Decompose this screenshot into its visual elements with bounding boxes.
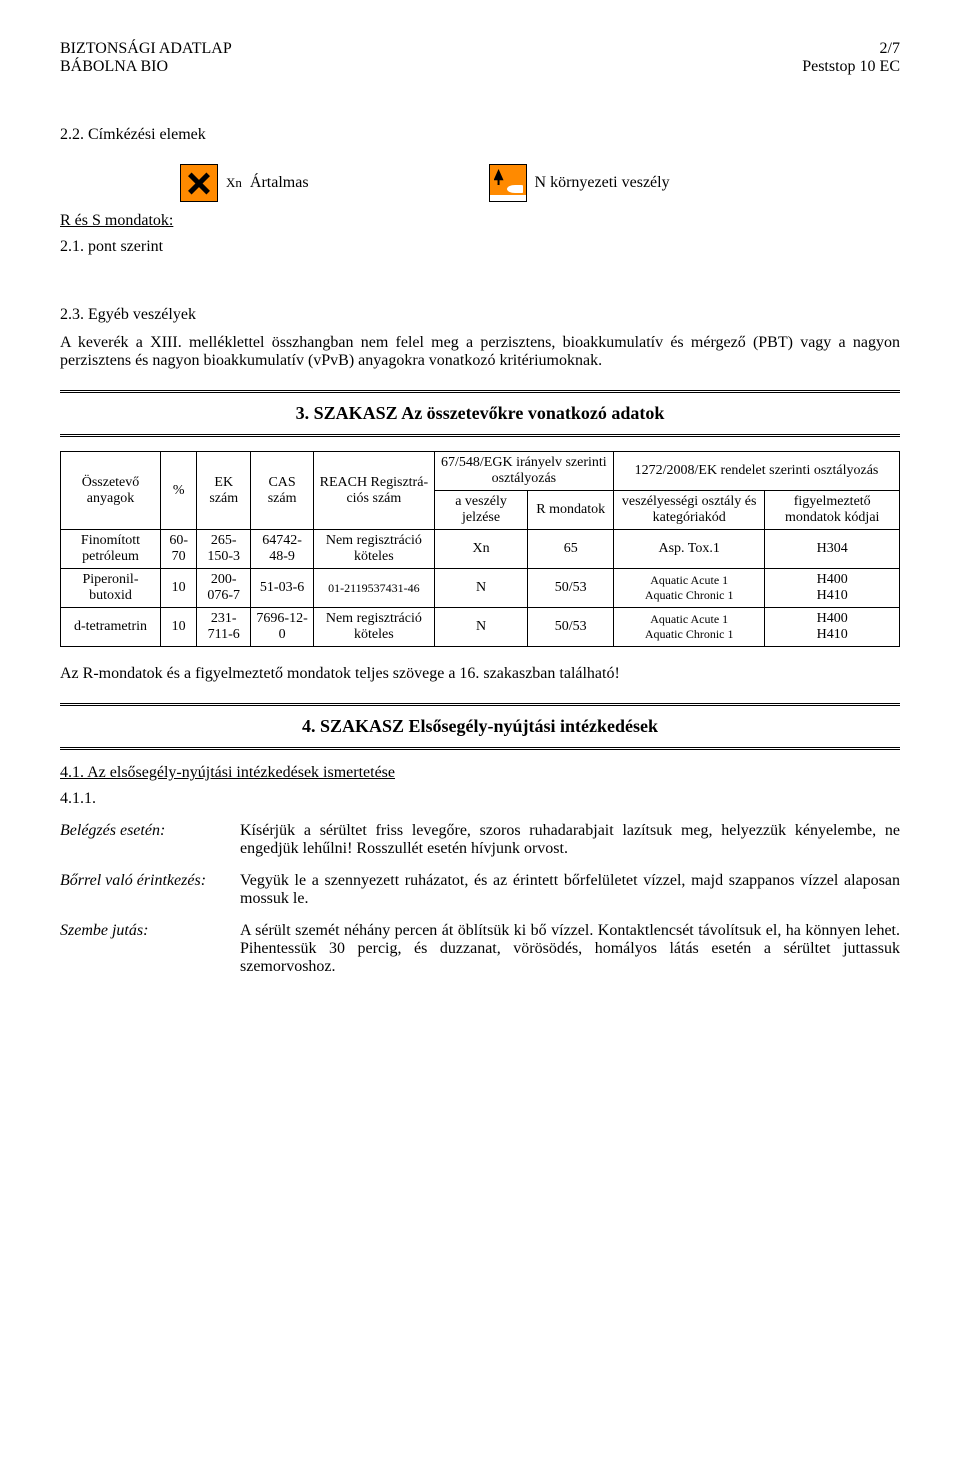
th-67548: 67/548/EGK irányelv szerinti osztályozás — [434, 452, 613, 491]
cell-name: Piperonil-butoxid — [61, 569, 161, 608]
header-left-2: BÁBOLNA BIO — [60, 58, 168, 76]
first-aid-block: Belégzés esetén: Kísérjük a sérültet fri… — [60, 822, 900, 976]
section-3-note: Az R-mondatok és a figyelmeztető mondato… — [60, 665, 900, 683]
divider-bottom-s3 — [60, 434, 900, 437]
section-4-title: 4. SZAKASZ Elsősegély-nyújtási intézkedé… — [60, 712, 900, 741]
cell-clp-class: Aquatic Acute 1 Aquatic Chronic 1 — [614, 608, 765, 647]
first-aid-row: Szembe jutás: A sérült szemét néhány per… — [60, 922, 900, 976]
environment-icon — [489, 164, 527, 202]
th-cas: CAS szám — [251, 452, 314, 530]
section-2-3-title: 2.3. Egyéb veszélyek — [60, 306, 900, 324]
cell-name: Finomított petróleum — [61, 530, 161, 569]
cell-pct: 10 — [160, 569, 196, 608]
cell-r: 65 — [528, 530, 614, 569]
table-head-row-1: Összetevő anyagok % EK szám CAS szám REA… — [61, 452, 900, 491]
cell-cas: 7696-12-0 — [251, 608, 314, 647]
cell-reach: Nem regisztráció köteles — [314, 530, 435, 569]
table-row: d-tetrametrin 10 231-711-6 7696-12-0 Nem… — [61, 608, 900, 647]
section-2-3-para: A keverék a XIII. melléklettel összhangb… — [60, 334, 900, 370]
th-1272: 1272/2008/EK rendelet szerinti osztályoz… — [614, 452, 900, 491]
pictogram-harmful-block: Xn Ártalmas — [180, 164, 309, 202]
header-line-1: BIZTONSÁGI ADATLAP 2/7 — [60, 40, 900, 58]
composition-tbody: Finomított petróleum 60-70 265-150-3 647… — [61, 530, 900, 647]
fa-label-skin: Bőrrel való érintkezés: — [60, 872, 240, 908]
header-line-2: BÁBOLNA BIO Peststop 10 EC — [60, 58, 900, 76]
cell-pct: 10 — [160, 608, 196, 647]
section-4-1-1-title: 4.1.1. — [60, 790, 900, 808]
pictogram-harmful-label: Ártalmas — [250, 174, 309, 192]
fa-text-skin: Vegyük le a szennyezett ruházatot, és az… — [240, 872, 900, 908]
cell-r: 50/53 — [528, 608, 614, 647]
cell-ek: 265-150-3 — [197, 530, 251, 569]
cell-clp-class: Aquatic Acute 1 Aquatic Chronic 1 — [614, 569, 765, 608]
rs-text: 2.1. pont szerint — [60, 238, 900, 256]
cell-ek: 231-711-6 — [197, 608, 251, 647]
th-hazard-sign: a veszély jelzése — [434, 491, 528, 530]
first-aid-row: Bőrrel való érintkezés: Vegyük le a szen… — [60, 872, 900, 908]
pictogram-harmful-sub: Xn — [226, 175, 242, 191]
section-3-title: 3. SZAKASZ Az összetevőkre vonatkozó ada… — [60, 399, 900, 428]
divider-bottom-s4 — [60, 747, 900, 750]
pictogram-env-label: N környezeti veszély — [535, 174, 670, 192]
table-row: Finomított petróleum 60-70 265-150-3 647… — [61, 530, 900, 569]
th-reach: REACH Regisztrá­ciós szám — [314, 452, 435, 530]
cell-clp-class: Asp. Tox.1 — [614, 530, 765, 569]
cell-ek: 200-076-7 — [197, 569, 251, 608]
th-percent: % — [160, 452, 196, 530]
section-4-title-text: 4. SZAKASZ Elsősegély-nyújtási intézkedé… — [302, 716, 658, 736]
cell-clp-h: H400 H410 — [765, 569, 900, 608]
cell-clp-h: H304 — [765, 530, 900, 569]
composition-table: Összetevő anyagok % EK szám CAS szám REA… — [60, 451, 900, 647]
cell-r: 50/53 — [528, 569, 614, 608]
th-clp-h: figyelmeztető mondatok kódjai — [765, 491, 900, 530]
cell-reach: Nem regisztráció köteles — [314, 608, 435, 647]
pictogram-env-block: N környezeti veszély — [489, 164, 670, 202]
cell-hazard: N — [434, 608, 528, 647]
fa-text-inhalation: Kísérjük a sérültet friss levegőre, szor… — [240, 822, 900, 858]
pictogram-row: Xn Ártalmas N környezeti veszély — [180, 164, 900, 202]
cell-name: d-tetrametrin — [61, 608, 161, 647]
cell-cas: 51-03-6 — [251, 569, 314, 608]
th-r-phrases: R mondatok — [528, 491, 614, 530]
fa-text-eye: A sérült szemét néhány percen át öblítsü… — [240, 922, 900, 976]
rs-label: R és S mondatok: — [60, 212, 900, 230]
section-3-number: 3. SZAKASZ Az összetevőkre vonatkozó ada… — [296, 403, 665, 423]
header-left-1: BIZTONSÁGI ADATLAP — [60, 40, 232, 58]
header-right-1: 2/7 — [880, 40, 900, 58]
fa-label-eye: Szembe jutás: — [60, 922, 240, 976]
cell-cas: 64742-48-9 — [251, 530, 314, 569]
th-component: Összetevő anyagok — [61, 452, 161, 530]
section-3-title-text: 3. SZAKASZ Az összetevőkre vonatkozó ada… — [296, 403, 665, 423]
first-aid-row: Belégzés esetén: Kísérjük a sérültet fri… — [60, 822, 900, 858]
cell-pct: 60-70 — [160, 530, 196, 569]
cell-clp-h: H400 H410 — [765, 608, 900, 647]
cell-reach: 01-2119537431-46 — [314, 569, 435, 608]
cell-hazard: Xn — [434, 530, 528, 569]
harmful-icon — [180, 164, 218, 202]
table-row: Piperonil-butoxid 10 200-076-7 51-03-6 0… — [61, 569, 900, 608]
section-2-2-title: 2.2. Címkézési elemek — [60, 126, 900, 144]
cell-hazard: N — [434, 569, 528, 608]
header-right-2: Peststop 10 EC — [802, 58, 900, 76]
section-4-1-title: 4.1. Az elsősegély-nyújtási intézkedések… — [60, 764, 900, 782]
divider-top-s3 — [60, 390, 900, 393]
th-clp-class: veszélyességi osztály és kategóriakód — [614, 491, 765, 530]
divider-top-s4 — [60, 703, 900, 706]
fa-label-inhalation: Belégzés esetén: — [60, 822, 240, 858]
th-ek: EK szám — [197, 452, 251, 530]
